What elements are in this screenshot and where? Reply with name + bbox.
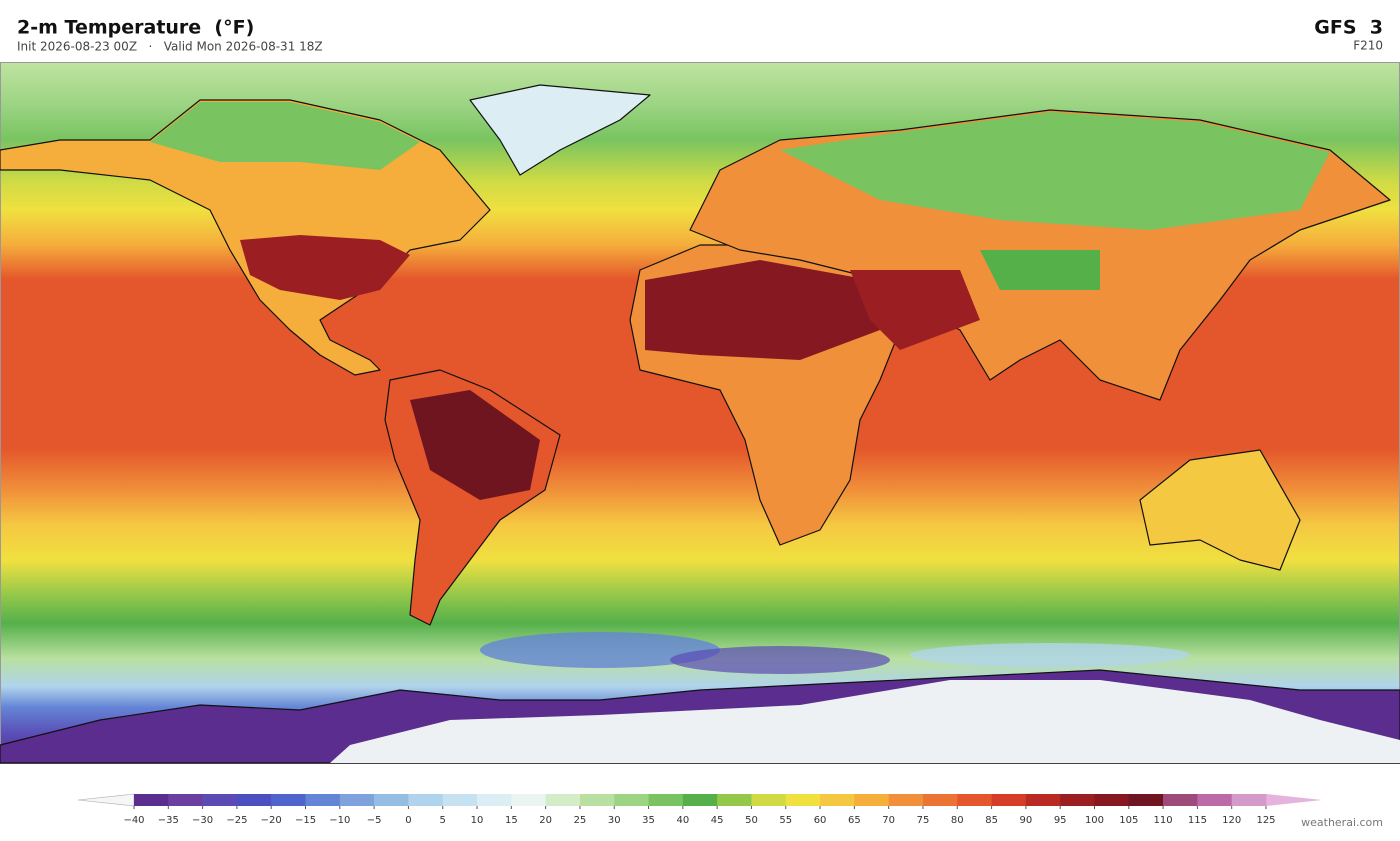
- siberia-cool: [780, 112, 1330, 230]
- colorbar-bin: [820, 794, 855, 806]
- colorbar-extend-low: [77, 793, 135, 807]
- australia: [1139, 449, 1301, 571]
- colorbar-bin: [888, 794, 924, 806]
- colorbar-tick-label: 125: [1256, 815, 1275, 826]
- colorbar-tick-label: 75: [917, 815, 930, 826]
- colorbar-tick-label: 80: [951, 815, 964, 826]
- colorbar-bin: [408, 794, 444, 806]
- colorbar-tick-label: 115: [1188, 815, 1207, 826]
- colorbar-tick-label: 70: [882, 815, 895, 826]
- colorbar-bin: [442, 794, 478, 806]
- colorbar-bin: [545, 794, 581, 806]
- title: 2-m Temperature (°F): [17, 17, 254, 39]
- colorbar-tick-label: −25: [226, 815, 247, 826]
- colorbar-bin: [271, 794, 306, 806]
- colorbar-tick-label: 20: [539, 815, 552, 826]
- forecast-hour: F210: [1353, 39, 1383, 53]
- canada-cool: [150, 102, 420, 170]
- colorbar-tick-label: 55: [779, 815, 792, 826]
- colorbar-tick-label: 65: [848, 815, 861, 826]
- colorbar-tick-label: 100: [1085, 815, 1104, 826]
- colorbar-tick-label: 50: [745, 815, 758, 826]
- colorbar-bin: [682, 794, 718, 806]
- colorbar-tick-label: 85: [985, 815, 998, 826]
- us-hot: [240, 235, 410, 300]
- colorbar-bin: [168, 794, 203, 806]
- colorbar-bin: [1060, 794, 1095, 806]
- colorbar-tick-label: 10: [471, 815, 484, 826]
- colorbar-tick-label: 90: [1020, 815, 1033, 826]
- colorbar-bin: [785, 794, 821, 806]
- colorbar-bin: [1094, 794, 1130, 806]
- colorbar-bin: [751, 794, 787, 806]
- colorbar-tick-label: 105: [1119, 815, 1138, 826]
- colorbar-tick-label: 30: [608, 815, 621, 826]
- colorbar-bin: [511, 794, 546, 806]
- colorbar-tick-label: −35: [158, 815, 179, 826]
- colorbar-tick-label: −30: [192, 815, 213, 826]
- credit: weatherai.com: [1301, 816, 1383, 829]
- colorbar-tick-label: 95: [1054, 815, 1067, 826]
- colorbar-bin: [1197, 794, 1232, 806]
- colorbar-tick-label: 120: [1222, 815, 1241, 826]
- colorbar-tick-label: −20: [261, 815, 282, 826]
- colorbar-bin: [134, 794, 169, 806]
- cold-patch: [670, 646, 890, 674]
- colorbar-bin: [991, 794, 1027, 806]
- tibet-cool: [980, 250, 1100, 290]
- colorbar-tick-label: −40: [123, 815, 144, 826]
- colorbar-bin: [614, 794, 649, 806]
- colorbar-tick-label: −5: [367, 815, 382, 826]
- colorbar-tick-label: 25: [574, 815, 587, 826]
- cold-patch: [480, 632, 720, 668]
- colorbar-bin: [854, 794, 889, 806]
- colorbar-tick-label: 60: [814, 815, 827, 826]
- model-name: GFS 3: [1314, 17, 1383, 39]
- colorbar-bin: [374, 794, 409, 806]
- amazon-hot: [410, 390, 540, 500]
- colorbar-tick-label: 5: [440, 815, 446, 826]
- colorbar-extend-high: [1266, 794, 1322, 806]
- colorbar-bin: [922, 794, 958, 806]
- cold-patch: [910, 643, 1190, 667]
- colorbar-bin: [236, 794, 272, 806]
- colorbar-bin: [648, 794, 684, 806]
- colorbar-bin: [202, 794, 238, 806]
- colorbar-bin: [1025, 794, 1061, 806]
- colorbar-tick-label: −15: [295, 815, 316, 826]
- colorbar-tick-label: 110: [1154, 815, 1173, 826]
- colorbar-bin: [305, 794, 341, 806]
- colorbar-tick-label: 45: [711, 815, 724, 826]
- colorbar: −40 −35 −30 −25 −20 −15 −10 −5 0 5 10 15 20 25 30 35 40 4…: [77, 793, 1322, 826]
- colorbar-tick-label: 40: [676, 815, 689, 826]
- map: [0, 62, 1400, 764]
- colorbar-bin: [1163, 794, 1198, 806]
- colorbar-tick-label: 0: [405, 815, 411, 826]
- colorbar-tick-label: 35: [642, 815, 655, 826]
- antarctic-plateau: [330, 680, 1400, 763]
- colorbar-bin: [717, 794, 752, 806]
- middle-east-hot: [850, 270, 980, 350]
- subtitle: Init 2026-08-23 00Z · Valid Mon 2026-08-…: [17, 40, 323, 54]
- greenland: [469, 84, 651, 176]
- sahara-hot: [645, 260, 880, 360]
- colorbar-bin: [477, 794, 512, 806]
- colorbar-bin: [339, 794, 375, 806]
- colorbar-bin: [1128, 794, 1164, 806]
- colorbar-tick-label: 15: [505, 815, 518, 826]
- colorbar-bin: [579, 794, 615, 806]
- colorbar-tick-label: −10: [329, 815, 350, 826]
- colorbar-bin: [957, 794, 992, 806]
- colorbar-bin: [1231, 794, 1267, 806]
